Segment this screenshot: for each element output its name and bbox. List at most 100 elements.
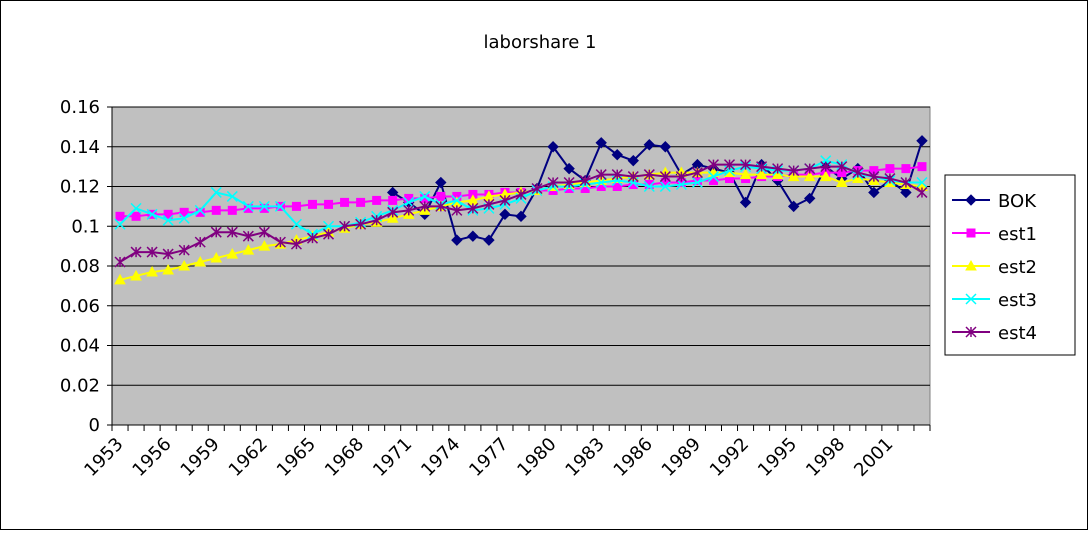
marker <box>965 326 977 338</box>
marker <box>242 244 255 255</box>
marker <box>435 176 447 189</box>
marker <box>739 196 752 209</box>
marker <box>965 194 977 206</box>
marker <box>146 208 158 220</box>
marker <box>803 170 816 182</box>
marker <box>307 199 317 209</box>
marker <box>162 248 174 260</box>
marker <box>787 200 800 213</box>
marker <box>115 211 125 221</box>
marker <box>595 169 607 181</box>
marker <box>611 169 623 181</box>
marker <box>756 161 768 173</box>
marker <box>131 211 141 221</box>
legend-label: BOK <box>998 191 1037 212</box>
marker <box>916 176 928 189</box>
marker <box>436 191 446 201</box>
marker <box>274 236 286 248</box>
marker <box>659 180 671 193</box>
marker <box>868 171 880 183</box>
marker <box>836 161 848 173</box>
marker <box>242 200 254 212</box>
marker <box>965 259 977 271</box>
marker <box>755 168 768 180</box>
marker <box>194 204 206 216</box>
marker <box>403 196 415 208</box>
y-tick-label: 0.1 <box>71 216 100 237</box>
marker <box>387 206 399 218</box>
marker <box>901 164 911 174</box>
marker <box>324 199 334 209</box>
marker <box>707 171 720 183</box>
marker <box>627 171 639 183</box>
legend-label: est1 <box>998 224 1037 245</box>
marker <box>675 178 687 191</box>
marker <box>611 148 623 161</box>
marker <box>819 170 832 182</box>
marker <box>339 220 351 232</box>
marker <box>211 205 221 215</box>
marker <box>114 256 126 268</box>
marker <box>659 171 671 183</box>
marker <box>965 293 977 305</box>
marker <box>483 198 495 210</box>
marker <box>258 226 270 238</box>
marker <box>820 161 832 173</box>
marker <box>499 208 511 221</box>
marker <box>372 195 382 205</box>
marker <box>419 190 431 202</box>
marker <box>852 167 864 179</box>
marker <box>772 163 784 175</box>
marker <box>884 173 896 185</box>
marker <box>467 230 479 242</box>
marker <box>739 168 752 180</box>
marker <box>178 212 190 224</box>
legend-label: est3 <box>998 290 1037 311</box>
y-tick-label: 0.08 <box>60 256 100 277</box>
marker <box>804 163 816 175</box>
marker <box>691 167 703 179</box>
marker <box>499 194 511 206</box>
marker <box>917 162 927 172</box>
marker <box>178 244 190 256</box>
legend-label: est4 <box>998 323 1037 344</box>
marker <box>675 171 687 183</box>
marker <box>451 234 463 246</box>
marker <box>194 255 207 267</box>
marker <box>916 135 928 147</box>
marker <box>659 141 672 153</box>
marker <box>643 139 656 151</box>
marker <box>210 226 222 238</box>
y-tick-label: 0.12 <box>60 177 100 198</box>
marker <box>243 203 253 213</box>
marker <box>451 204 463 216</box>
y-tick-label: 0 <box>89 415 100 436</box>
marker <box>643 169 655 181</box>
marker <box>162 214 174 226</box>
marker <box>194 236 206 248</box>
marker <box>226 226 238 238</box>
marker <box>356 197 366 207</box>
marker <box>563 162 575 175</box>
marker <box>274 200 286 212</box>
marker <box>803 192 816 205</box>
y-tick-label: 0.14 <box>60 137 100 158</box>
marker <box>114 273 126 285</box>
marker <box>547 176 559 189</box>
marker <box>291 201 301 211</box>
marker <box>226 248 239 259</box>
marker <box>435 200 447 212</box>
legend-label: est2 <box>998 257 1037 278</box>
marker <box>210 186 222 198</box>
marker <box>643 180 655 193</box>
y-tick-label: 0.02 <box>60 375 100 396</box>
marker <box>130 269 142 281</box>
marker <box>258 240 271 251</box>
y-tick-label: 0.16 <box>60 97 100 118</box>
marker <box>355 218 367 230</box>
marker <box>868 186 880 199</box>
marker <box>242 230 254 242</box>
marker <box>226 190 238 202</box>
marker <box>388 195 398 205</box>
